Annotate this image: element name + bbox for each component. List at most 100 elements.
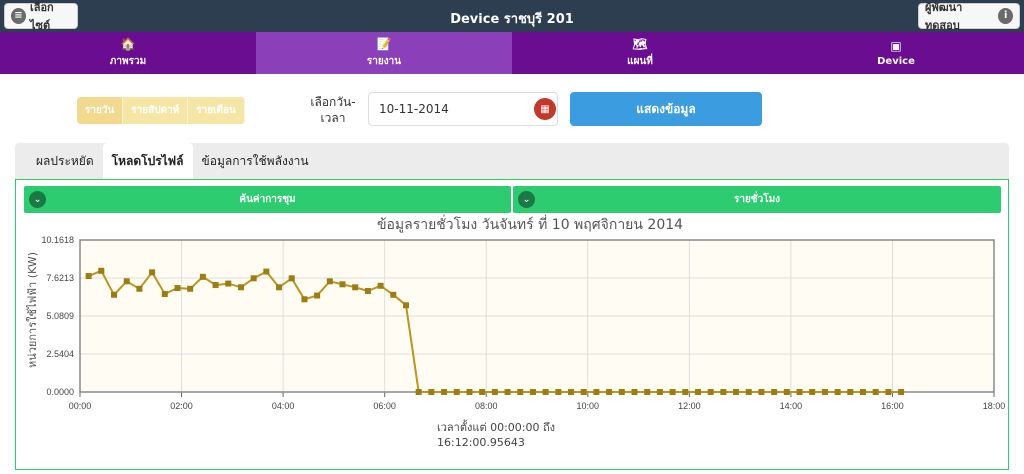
data-point	[491, 389, 498, 395]
data-point	[301, 296, 308, 303]
chevron-down-icon: ⌄	[29, 191, 46, 208]
nav-item-label: ภาพรวม	[109, 56, 147, 67]
data-point	[466, 389, 473, 395]
date-input[interactable]: 10-11-2014	[368, 92, 558, 126]
x-tick-label: 04:00	[272, 401, 295, 411]
x-tick-label: 08:00	[475, 401, 498, 411]
map-icon: 🗺	[632, 37, 648, 51]
accordion-left[interactable]: ⌄ ค้นค่าการชุม	[24, 186, 511, 213]
chevron-down-icon: ⌄	[518, 191, 535, 208]
data-point	[441, 389, 448, 395]
data-point	[250, 275, 257, 282]
data-point	[85, 273, 92, 280]
data-point	[364, 288, 371, 295]
data-point	[618, 389, 625, 395]
nav-item-overview[interactable]: 🏠 ภาพรวม	[0, 32, 256, 74]
data-point	[390, 291, 397, 298]
data-point	[834, 389, 841, 395]
accordion-left-label: ค้นค่าการชุม	[239, 194, 296, 205]
data-point	[187, 285, 194, 292]
chart-title: ข้อมูลรายชั่วโมง วันจันทร์ ที่ 10 พฤศจิก…	[376, 217, 684, 233]
data-point	[745, 389, 752, 395]
tab-savings[interactable]: ผลประหยัด	[36, 153, 94, 168]
x-tick-label: 18:00	[983, 401, 1006, 411]
data-point	[288, 275, 295, 282]
house-icon: 🏠	[120, 37, 136, 51]
data-point	[237, 284, 244, 291]
x-tick-label: 10:00	[577, 401, 600, 411]
select-site-button[interactable]: ≡ เลือกไซต์	[4, 1, 78, 32]
select-site-label: เลือกไซต์	[29, 1, 54, 32]
user-button[interactable]: ผู้พัฒนา ทดสอบ i	[918, 1, 1020, 32]
nav-item-label: Device	[877, 56, 915, 67]
data-point	[212, 282, 219, 289]
calendar-icon[interactable]: ▦	[534, 98, 556, 120]
menu-icon: ≡	[11, 8, 26, 24]
data-point	[885, 389, 892, 395]
tab-energy-usage[interactable]: ข้อมูลการใช้พลังงาน	[201, 153, 309, 168]
x-tick-label: 00:00	[69, 401, 92, 411]
data-point	[504, 389, 511, 395]
nav-item-label: รายงาน	[366, 56, 402, 67]
data-point	[98, 267, 105, 274]
data-point	[314, 292, 321, 299]
data-point	[694, 389, 701, 395]
accordion-right-label: รายชั่วโมง	[733, 194, 781, 205]
data-point	[644, 389, 651, 395]
data-point	[161, 291, 168, 298]
data-point	[821, 389, 828, 395]
data-point	[656, 389, 663, 395]
data-point	[568, 389, 575, 395]
data-point	[758, 389, 765, 395]
data-point	[529, 389, 536, 395]
chip-icon: ▣	[890, 39, 902, 53]
date-label: เลือกวัน-เวลา	[310, 95, 356, 125]
nav-item-map[interactable]: 🗺 แผนที่	[512, 32, 768, 74]
show-data-button[interactable]: แสดงข้อมูล	[570, 92, 762, 126]
x-axis-label: เวลาตั้งแต่ 00:00:00 ถึง 16:12:00.95643	[437, 420, 557, 450]
period-daily-button[interactable]: รายวัน	[77, 97, 124, 124]
data-point	[111, 291, 118, 298]
data-point	[733, 389, 740, 395]
data-point	[428, 389, 435, 395]
tab-bar: ผลประหยัด โหลดโปรไฟล์ ข้อมูลการใช้พลังงา…	[15, 143, 1009, 179]
data-point	[276, 284, 283, 291]
data-point	[783, 389, 790, 395]
data-point	[453, 389, 460, 395]
x-tick-label: 14:00	[780, 401, 803, 411]
tab-load-profile[interactable]: โหลดโปรไฟล์	[102, 143, 193, 179]
data-point	[669, 389, 676, 395]
data-point	[809, 389, 816, 395]
data-point	[847, 389, 854, 395]
nav-item-label: แผนที่	[627, 56, 653, 67]
x-tick-label: 12:00	[678, 401, 701, 411]
data-point	[326, 278, 333, 285]
nav-item-report[interactable]: 📝 รายงาน	[256, 32, 512, 74]
period-weekly-button[interactable]: รายสัปดาห์	[123, 97, 189, 124]
data-point	[631, 389, 638, 395]
y-tick-label: 2.5404	[46, 349, 74, 359]
data-point	[796, 389, 803, 395]
data-point	[593, 389, 600, 395]
data-point	[415, 389, 422, 395]
data-point	[720, 389, 727, 395]
y-tick-label: 10.1618	[41, 235, 74, 245]
y-tick-label: 0.0000	[46, 387, 74, 397]
data-point	[859, 389, 866, 395]
user-label: ผู้พัฒนา ทดสอบ	[925, 1, 963, 32]
data-point	[707, 389, 714, 395]
y-axis-label: หน่วยการใช้ไฟฟ้า (KW)	[26, 251, 39, 369]
x-axis-label-line2: 16:12:00.95643	[437, 436, 525, 449]
data-point	[339, 281, 346, 288]
page-title: Device ราชบุรี 201	[450, 12, 574, 27]
data-point	[352, 284, 359, 291]
nav-item-device[interactable]: ▣ Device	[768, 32, 1024, 74]
data-point	[606, 389, 613, 395]
x-tick-label: 02:00	[170, 401, 193, 411]
period-monthly-button[interactable]: รายเดือน	[188, 97, 245, 124]
main-nav: 🏠 ภาพรวม 📝 รายงาน 🗺 แผนที่ ▣ Device	[0, 32, 1024, 74]
data-point	[580, 389, 587, 395]
data-point	[898, 389, 905, 395]
top-bar: ≡ เลือกไซต์ Device ราชบุรี 201 ผู้พัฒนา …	[0, 0, 1024, 32]
accordion-right[interactable]: ⌄ รายชั่วโมง	[513, 186, 1001, 213]
